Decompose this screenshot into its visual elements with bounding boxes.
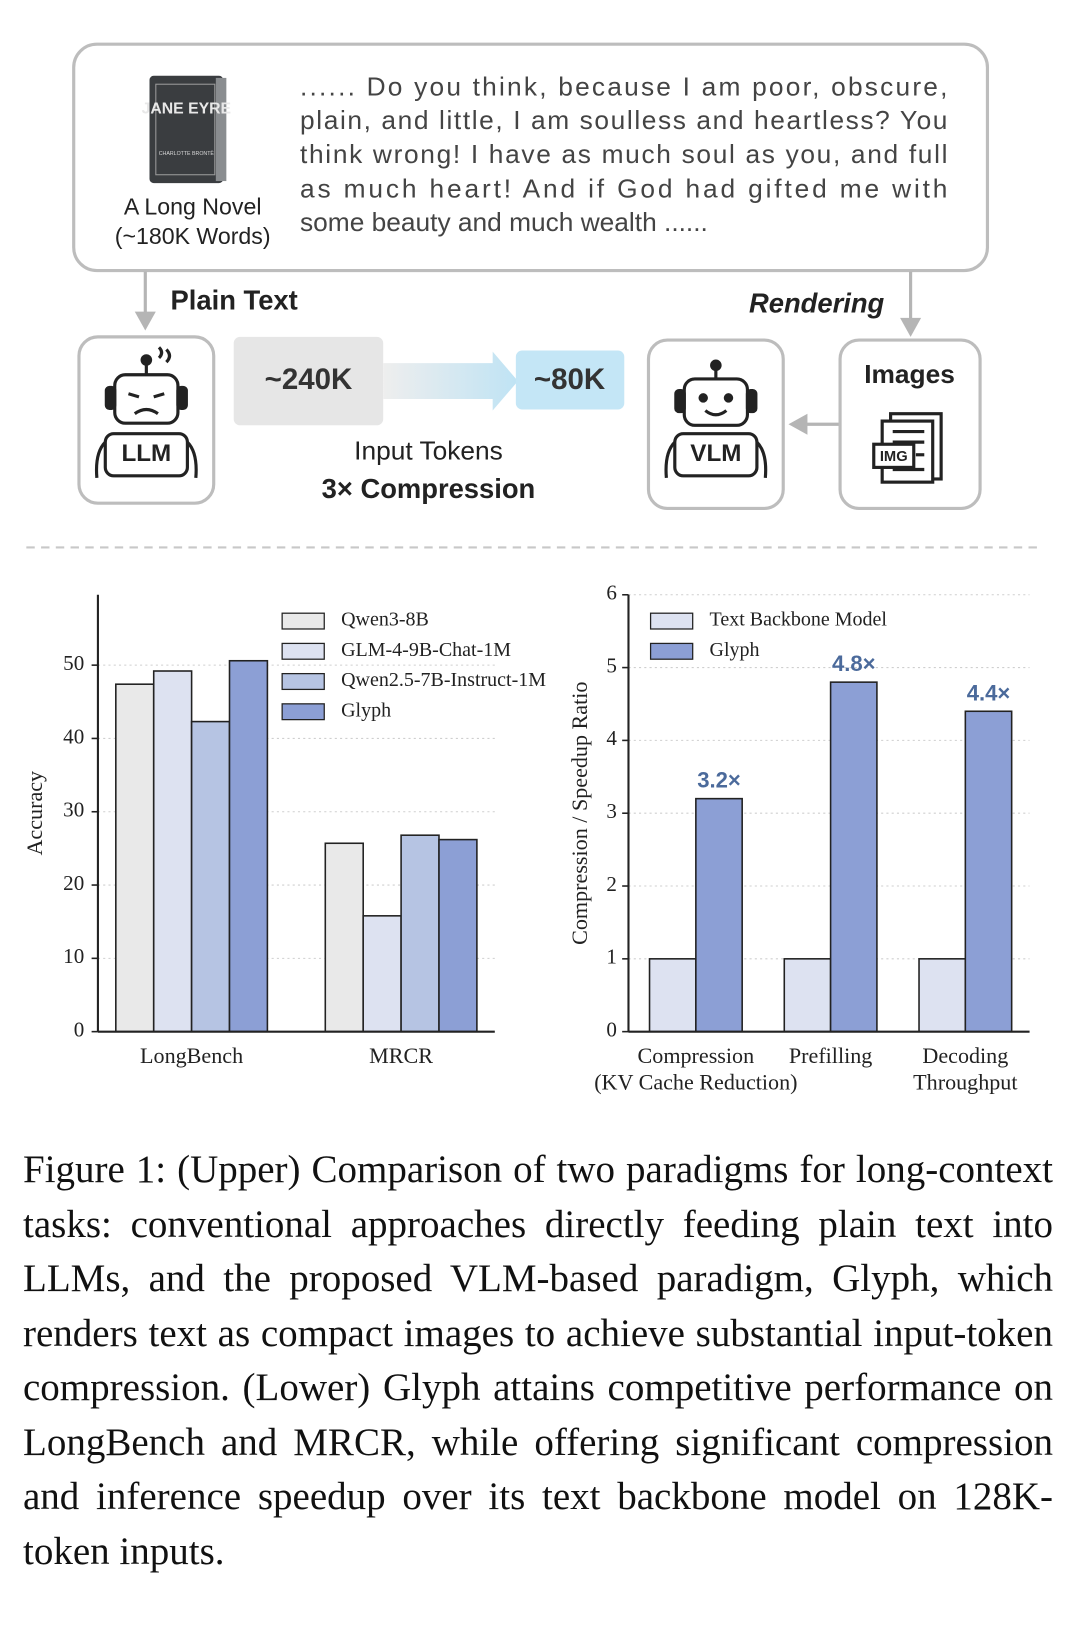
caption: Figure 1: (Upper) Comparison of two para… xyxy=(23,1148,1053,1573)
book-icon xyxy=(149,75,227,184)
llm-label: LLM xyxy=(121,440,171,467)
legend-label: Glyph xyxy=(710,639,760,661)
llm-box xyxy=(77,335,216,505)
legend-label: GLM-4-9B-Chat-1M xyxy=(341,639,511,661)
tokens-after: ~80K xyxy=(534,363,606,396)
x-tick-label: LongBench xyxy=(140,1043,243,1068)
value-label: 3.2× xyxy=(697,768,741,793)
legend-swatch xyxy=(281,672,325,691)
y-tick-label: 2 xyxy=(606,872,617,896)
y-axis-label: Accuracy xyxy=(22,771,47,856)
x-tick-label: MRCR xyxy=(369,1043,433,1068)
novel-label: A Long Novel xyxy=(124,194,262,220)
bar xyxy=(324,842,364,1033)
y-tick-label: 0 xyxy=(74,1017,85,1041)
quote-line: as much heart! And if God had gifted me … xyxy=(300,173,947,203)
quote-line: some beauty and much wealth ...... xyxy=(300,207,708,237)
novel-box xyxy=(72,42,990,273)
value-label: 4.4× xyxy=(967,680,1011,705)
y-tick-label: 5 xyxy=(606,653,617,677)
llm-robot xyxy=(94,346,198,479)
bar xyxy=(115,683,155,1033)
y-axis-label: Compression / Speedup Ratio xyxy=(567,682,592,945)
token-arrow xyxy=(383,351,518,411)
bar xyxy=(695,797,743,1033)
input-tokens: Input Tokens xyxy=(354,436,503,466)
bar xyxy=(648,958,697,1033)
bar xyxy=(400,834,440,1033)
legend-label: Glyph xyxy=(341,699,391,721)
x-tick-label: Prefilling xyxy=(789,1043,872,1068)
legend-swatch xyxy=(649,642,694,660)
y-tick-label: 0 xyxy=(606,1017,617,1041)
y-tick-label: 20 xyxy=(63,871,84,895)
images-label: Images xyxy=(864,359,955,389)
novel-words: (~180K Words) xyxy=(115,223,271,249)
bar xyxy=(964,710,1013,1033)
quote-line: ...... Do you think, because I am poor, … xyxy=(300,71,947,101)
book-author: CHARLOTTE BRONTË xyxy=(159,150,215,157)
legend-swatch xyxy=(281,642,325,660)
bar xyxy=(362,915,402,1033)
bar xyxy=(438,838,478,1033)
plain-text-label: Plain Text xyxy=(171,284,298,315)
legend-swatch xyxy=(281,703,325,721)
token-box xyxy=(515,350,625,410)
x-tick-label: Compression (KV Cache Reduction) xyxy=(594,1043,797,1095)
y-tick-label: 3 xyxy=(606,799,617,823)
y-tick-label: 40 xyxy=(63,724,84,748)
bar xyxy=(190,720,231,1033)
quote-line: plain, and little, I am soulless and hea… xyxy=(300,105,947,135)
bar xyxy=(783,958,832,1033)
legend-label: Text Backbone Model xyxy=(710,609,888,631)
book-title: JANE EYRE xyxy=(142,101,231,118)
vlm-robot xyxy=(664,359,768,479)
tokens-before: ~240K xyxy=(265,363,353,396)
rendering-label: Rendering xyxy=(749,288,885,319)
legend-swatch xyxy=(281,612,325,630)
doc-icon xyxy=(872,412,943,484)
compression-label: 3× Compression xyxy=(322,473,536,504)
vlm-label: VLM xyxy=(690,440,741,467)
y-tick-label: 1 xyxy=(606,945,617,969)
token-box xyxy=(233,336,384,426)
legend-label: Qwen3-8B xyxy=(341,609,429,631)
y-tick-label: 4 xyxy=(606,726,617,750)
y-tick-label: 10 xyxy=(63,944,84,968)
x-tick-label: Decoding Throughput xyxy=(913,1043,1018,1095)
arrow xyxy=(134,271,922,435)
bar xyxy=(918,958,967,1033)
bar xyxy=(152,670,193,1033)
img-label: IMG xyxy=(880,449,908,465)
bar xyxy=(829,681,878,1033)
bar xyxy=(228,659,269,1033)
legend-swatch xyxy=(649,612,694,630)
legend-label: Qwen2.5-7B-Instruct-1M xyxy=(341,669,546,691)
y-tick-label: 50 xyxy=(63,651,84,675)
y-tick-label: 6 xyxy=(606,581,617,605)
y-tick-label: 30 xyxy=(63,798,84,822)
value-label: 4.8× xyxy=(832,651,876,676)
